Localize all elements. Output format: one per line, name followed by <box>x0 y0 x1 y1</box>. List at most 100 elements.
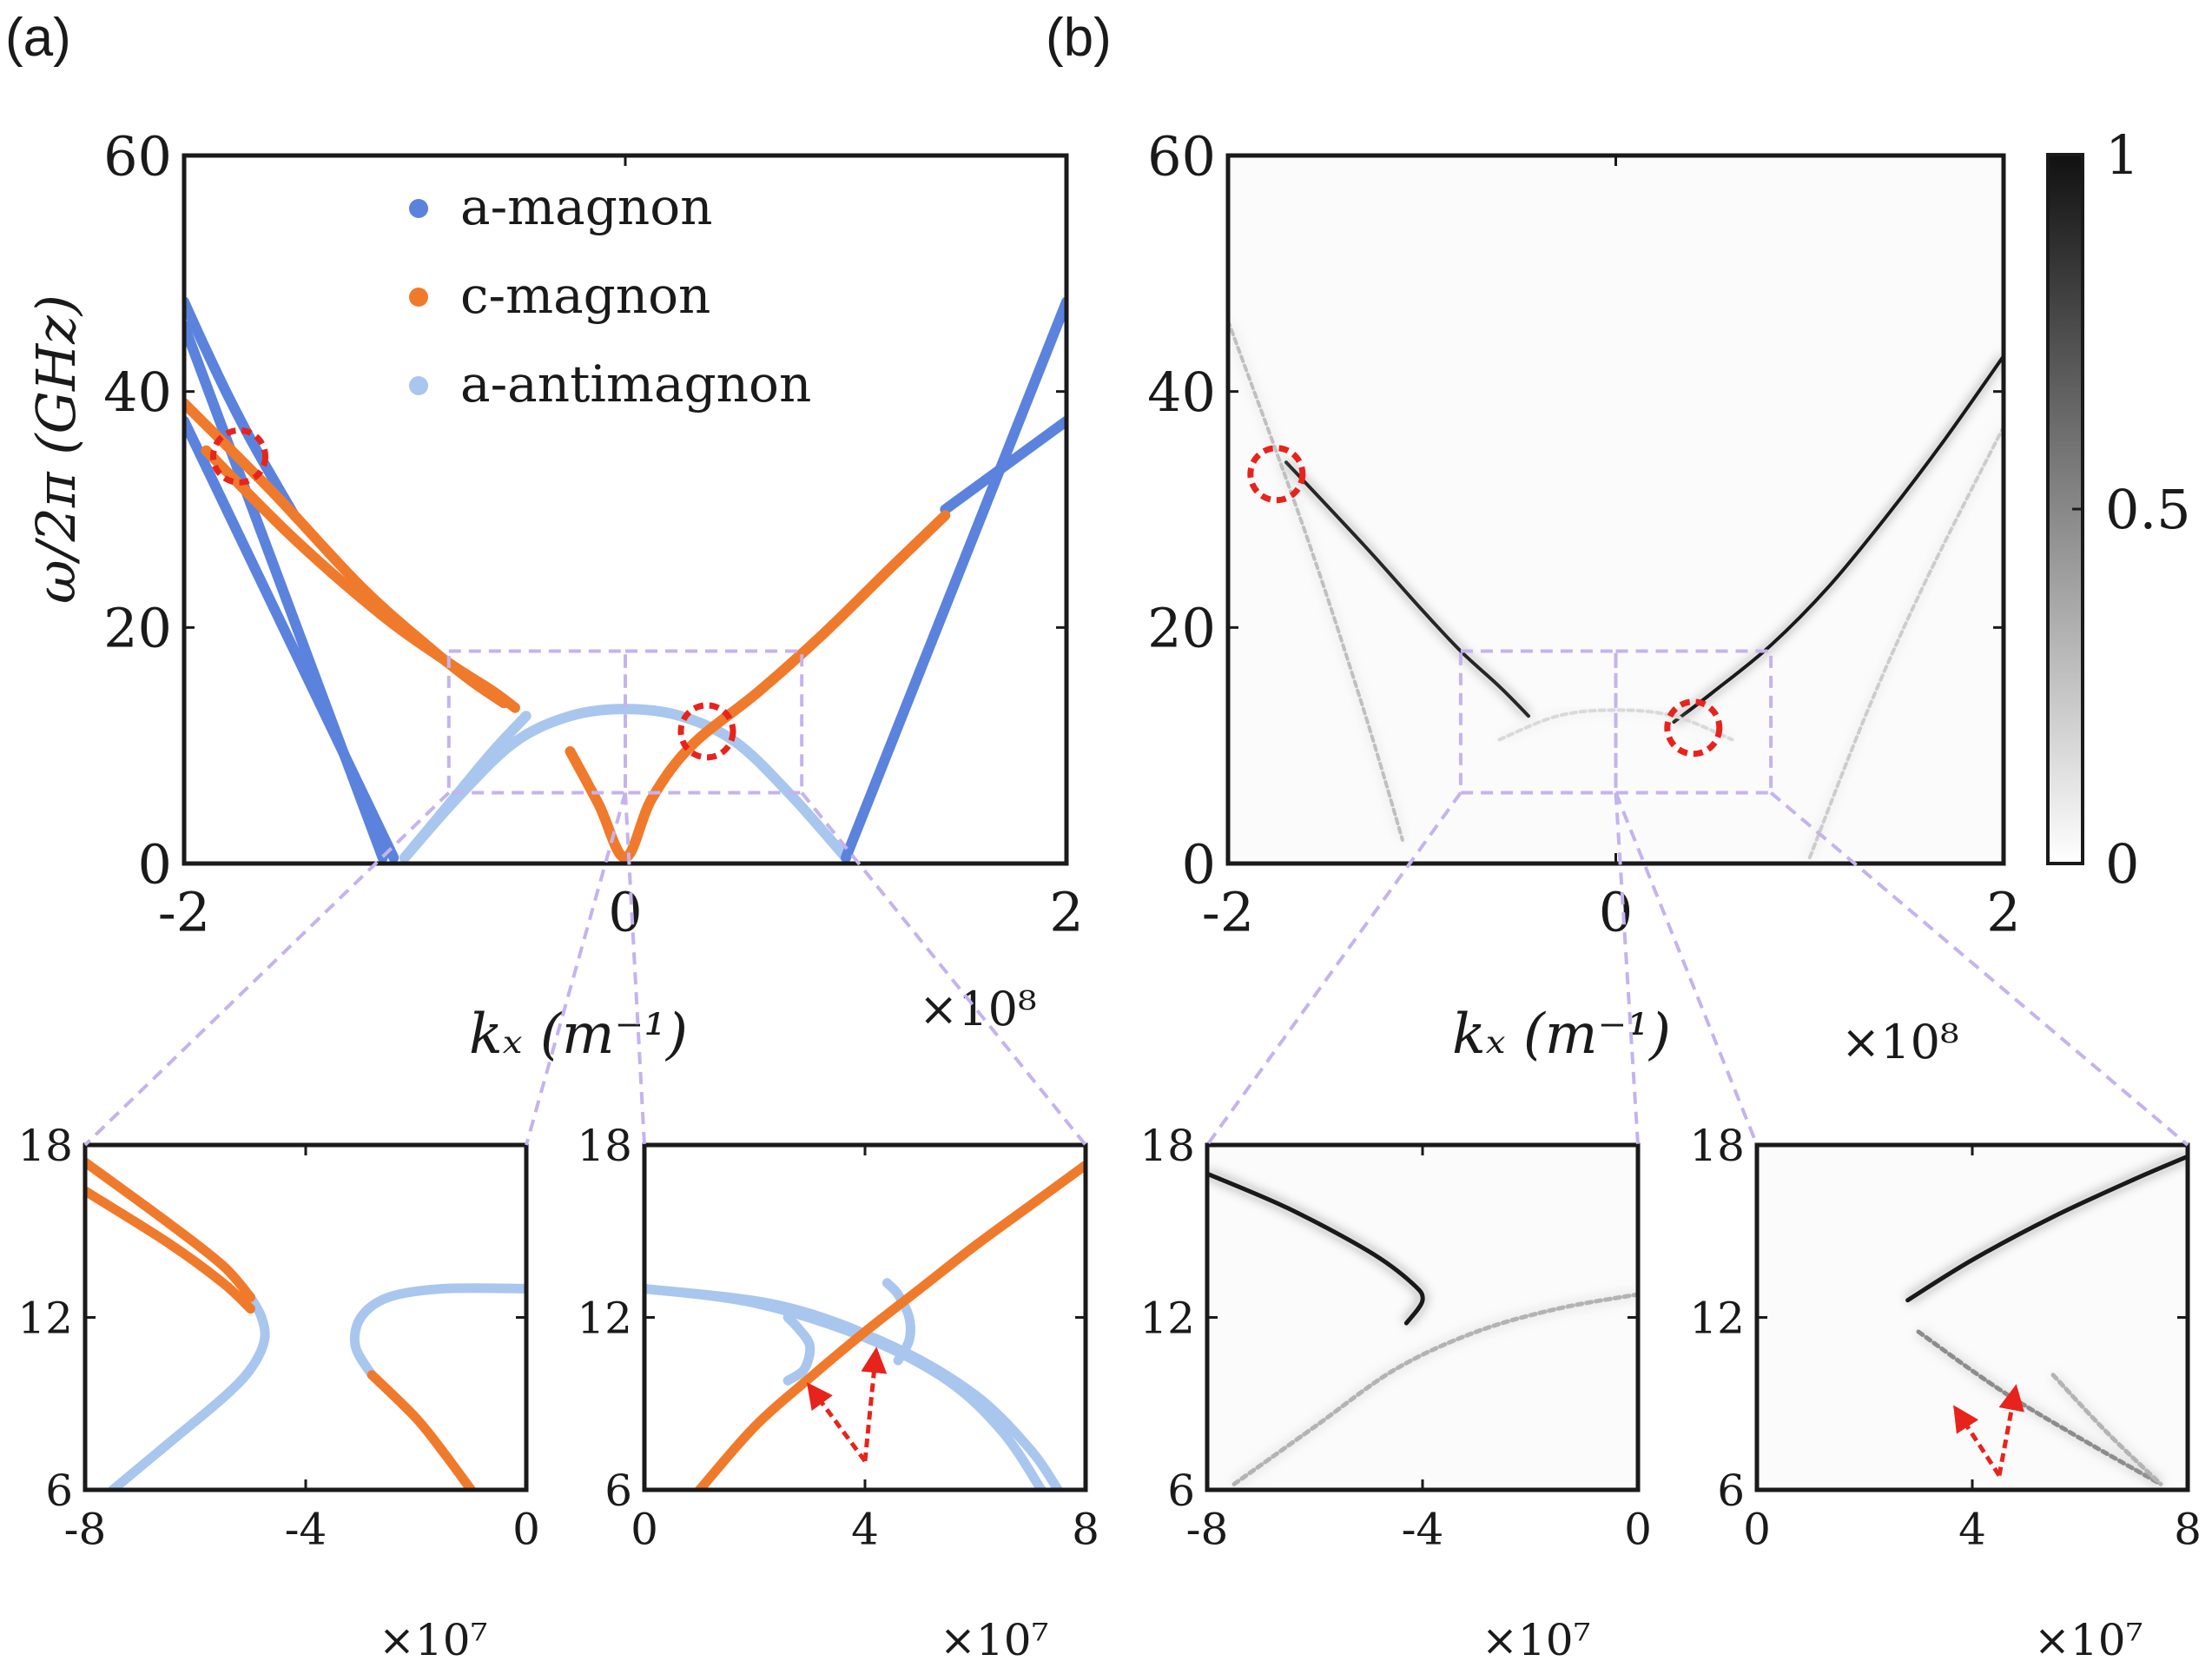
series-line <box>184 296 300 521</box>
series-line <box>881 1278 915 1366</box>
zoom-connector <box>83 791 451 1147</box>
x-tick-label-a-inset-right: 0 <box>631 1505 658 1555</box>
legend-marker-a-antimagnon <box>409 376 428 395</box>
x-tick-label-b-main: 2 <box>1986 881 2020 944</box>
y-tick-label-b-main: 20 <box>1147 597 1216 660</box>
series-line <box>349 1283 526 1380</box>
plot-frame-a-inset-left <box>83 1142 529 1492</box>
x-tick-label-b-inset-left: -8 <box>1186 1505 1229 1555</box>
series-line <box>201 445 520 713</box>
series-line <box>644 1283 1063 1490</box>
y-tick-label-b-inset-left: 12 <box>1139 1294 1195 1344</box>
y-tick-label-b-main: 60 <box>1147 124 1216 188</box>
zoom-connector <box>1205 791 1463 1147</box>
series-group-a-inset-right <box>644 1160 1086 1490</box>
axes-b-inset-left: -8 -4 0 6 12 18 <box>1139 1121 1652 1555</box>
zoom-box <box>1614 649 1773 795</box>
y-tick-label-b-main: 40 <box>1147 361 1216 424</box>
marker-circle <box>677 702 736 761</box>
y-tick-label-a-main: 20 <box>103 597 172 660</box>
x-tick-label-a-main: 0 <box>608 881 642 944</box>
legend: a-magnon c-magnon a-antimagnon <box>409 177 811 414</box>
axes-a-inset-right: 0 4 8 6 12 18 <box>577 1121 1099 1555</box>
y-tick-label-a-main: 60 <box>103 124 172 188</box>
plot-frame-a-inset-right <box>642 1142 1088 1492</box>
series-group-a-inset-left <box>85 1157 526 1490</box>
series-line <box>695 1160 1086 1490</box>
y-tick-label-b-inset-right: 18 <box>1689 1121 1745 1171</box>
x-tick-label-a-inset-left: 0 <box>512 1505 540 1555</box>
ridges-b-inset-right <box>1905 1152 2188 1489</box>
y-tick-label-b-inset-right: 12 <box>1689 1294 1745 1344</box>
series-line <box>85 1157 255 1302</box>
y-tick-label-a-inset-left: 12 <box>17 1294 73 1344</box>
y-tick-label-a-inset-right: 6 <box>604 1466 632 1516</box>
y-tick-label-a-inset-left: 18 <box>17 1121 73 1171</box>
x-tick-label-b-inset-right: 0 <box>1743 1505 1771 1555</box>
series-line <box>184 415 399 864</box>
y-tick-label-a-main: 0 <box>138 832 172 896</box>
y-tick-label-a-inset-right: 12 <box>577 1294 632 1344</box>
legend-marker-a-magnon <box>409 199 428 218</box>
series-line <box>940 415 1066 515</box>
x-tick-label-b-inset-left: -4 <box>1402 1505 1444 1555</box>
x-tick-label-a-inset-right: 8 <box>1072 1505 1099 1555</box>
x-multiplier-a: ×10⁸ <box>919 982 1037 1036</box>
arrow <box>1997 1384 2024 1476</box>
plot-frame-b-inset-left <box>1205 1142 1641 1492</box>
arrow <box>806 1382 868 1463</box>
x-tick-label-b-main: -2 <box>1202 881 1254 944</box>
ridge-line <box>1497 708 1734 742</box>
y-tick-label-a-inset-right: 18 <box>577 1121 632 1171</box>
x-tick-label-b-inset-left: 0 <box>1624 1505 1652 1555</box>
series-line <box>782 1313 815 1386</box>
y-tick-label-a-main: 40 <box>103 361 172 424</box>
x-multiplier-inset-a-right: ×10⁷ <box>940 1615 1049 1661</box>
series-line <box>644 1283 1047 1490</box>
plot-frame-a-main <box>182 153 1069 866</box>
marker-circle <box>1664 698 1723 758</box>
x-tick-label-b-main: 0 <box>1599 881 1633 944</box>
ridge-line <box>2050 1373 2163 1486</box>
legend-a-magnon: a-magnon <box>460 177 713 236</box>
plot-frame-b-inset-right <box>1754 1142 2190 1492</box>
x-tick-label-b-inset-right: 4 <box>1958 1505 1986 1555</box>
colorbar-tick-label: 0 <box>2105 832 2139 896</box>
x-tick-label-a-inset-left: -8 <box>64 1505 107 1555</box>
series-line <box>399 711 532 864</box>
ridge-line <box>1905 1154 2188 1303</box>
ridge-line <box>1207 1171 1425 1326</box>
series-line <box>841 296 1066 864</box>
plot-frame-b-main <box>1225 153 2006 866</box>
x-multiplier-inset-b-left: ×10⁷ <box>1482 1615 1591 1661</box>
colorbar-tick-label: 0.5 <box>2105 478 2191 541</box>
marker-circle <box>1247 445 1306 504</box>
ridge-line <box>1228 319 1404 842</box>
legend-c-magnon: c-magnon <box>460 266 710 325</box>
x-axis-label-a: kₓ (m⁻¹) <box>469 1003 688 1067</box>
series-line <box>184 398 510 709</box>
legend-a-antimagnon: a-antimagnon <box>460 354 811 414</box>
x-tick-label-a-main: 2 <box>1049 881 1083 944</box>
series-line <box>108 1292 270 1490</box>
ridge-line <box>1284 460 1530 718</box>
legend-marker-c-magnon <box>409 288 428 307</box>
zoom-box <box>624 649 804 795</box>
series-line <box>565 510 951 864</box>
y-tick-label-a-inset-left: 6 <box>45 1466 73 1516</box>
y-tick-label-b-inset-left: 6 <box>1167 1466 1195 1516</box>
x-tick-label-a-main: -2 <box>158 881 210 944</box>
marker-circle <box>210 427 268 486</box>
zoom-connector <box>1614 791 1759 1146</box>
x-tick-label-b-inset-right: 8 <box>2174 1505 2202 1555</box>
x-axis-label-b: kₓ (m⁻¹) <box>1452 1003 1671 1067</box>
series-line <box>85 1186 255 1314</box>
zoom-connector <box>525 791 627 1146</box>
ridges-b-main <box>1228 319 2004 860</box>
x-multiplier-b: ×10⁸ <box>1841 1015 1959 1069</box>
x-tick-label-a-inset-left: -4 <box>285 1505 327 1555</box>
x-multiplier-inset-a-left: ×10⁷ <box>379 1615 488 1661</box>
ridge-line <box>1231 1292 1638 1486</box>
x-multiplier-inset-b-right: ×10⁷ <box>2034 1615 2143 1661</box>
